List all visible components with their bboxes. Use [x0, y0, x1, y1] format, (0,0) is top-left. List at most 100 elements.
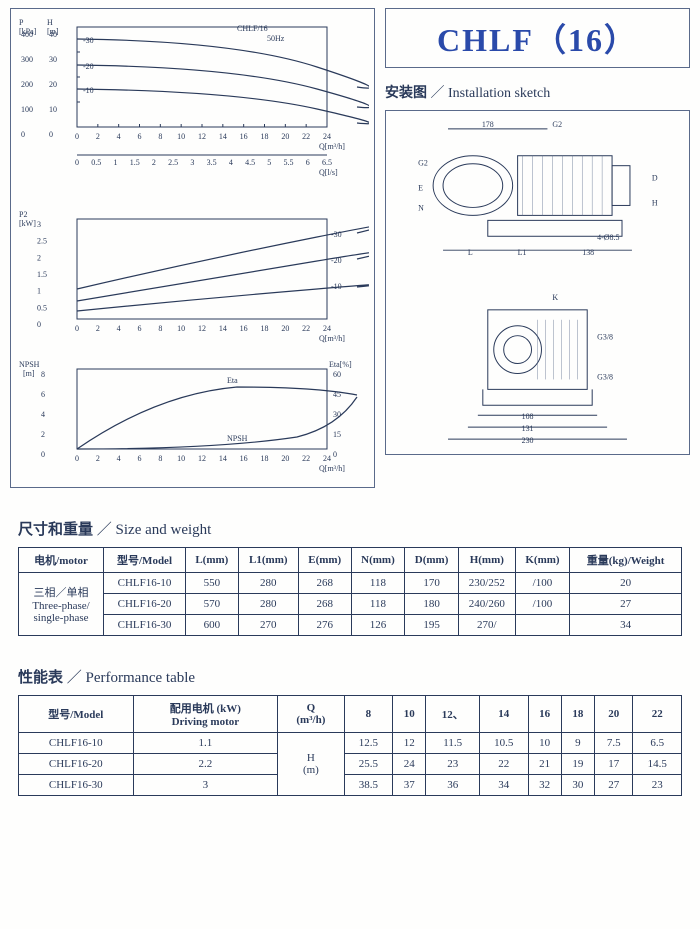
title-box: CHLF（16）: [385, 8, 690, 68]
svg-text:0: 0: [41, 450, 45, 459]
svg-text:Q[l/s]: Q[l/s]: [319, 168, 338, 177]
size-heading: 尺寸和重量 ／ Size and weight: [18, 518, 682, 539]
svg-text:400: 400: [21, 30, 33, 39]
svg-text:Q[m³/h]: Q[m³/h]: [319, 464, 345, 473]
svg-text:10: 10: [49, 105, 57, 114]
svg-text:22: 22: [302, 324, 310, 333]
svg-text:H: H: [652, 198, 658, 207]
svg-text:18: 18: [261, 454, 269, 463]
svg-text:-30: -30: [83, 36, 94, 45]
svg-text:1.5: 1.5: [130, 158, 140, 167]
svg-text:6: 6: [41, 390, 45, 399]
svg-text:22: 22: [302, 132, 310, 141]
svg-text:131: 131: [522, 424, 534, 433]
svg-text:3: 3: [37, 220, 41, 229]
top-row: P[kPa]H[m]400300200100040302010002468101…: [0, 0, 700, 488]
svg-text:4.5: 4.5: [245, 158, 255, 167]
svg-text:18: 18: [261, 132, 269, 141]
table-row: CHLF16-30338.537363432302723: [19, 775, 682, 796]
perf-table: 型号/Model配用电机 (kW)Driving motorQ(m³/h)810…: [18, 695, 682, 796]
svg-text:NPSH: NPSH: [19, 360, 40, 369]
table-header: H(mm): [458, 548, 515, 573]
install-sketch-box: 178G2G2ENDHLL11384-Ø8.5KG3/8G3/810813123…: [385, 110, 690, 455]
size-heading-en: Size and weight: [116, 522, 212, 538]
table-header: N(mm): [351, 548, 405, 573]
svg-text:P2: P2: [19, 210, 27, 219]
svg-text:Eta[%]: Eta[%]: [329, 360, 352, 369]
svg-text:4: 4: [117, 324, 121, 333]
svg-text:20: 20: [281, 454, 289, 463]
table-header: K(mm): [515, 548, 569, 573]
table-header: 型号/Model: [104, 548, 186, 573]
svg-text:Q[m³/h]: Q[m³/h]: [319, 334, 345, 343]
svg-text:-20: -20: [83, 62, 94, 71]
svg-text:60: 60: [333, 370, 341, 379]
perf-heading-en: Performance table: [86, 670, 196, 686]
svg-text:L: L: [468, 248, 473, 257]
svg-text:50Hz: 50Hz: [267, 34, 285, 43]
svg-text:-10: -10: [331, 282, 342, 291]
svg-text:20: 20: [49, 80, 57, 89]
svg-text:G2: G2: [552, 120, 562, 129]
install-heading-cn: 安装图: [385, 86, 427, 101]
svg-text:2: 2: [37, 253, 41, 262]
svg-text:6: 6: [138, 454, 142, 463]
install-sketch: 178G2G2ENDHLL11384-Ø8.5KG3/8G3/810813123…: [386, 111, 689, 454]
svg-text:6: 6: [138, 324, 142, 333]
svg-text:8: 8: [158, 454, 162, 463]
svg-text:D: D: [652, 174, 658, 183]
svg-text:2: 2: [41, 430, 45, 439]
svg-text:2: 2: [96, 132, 100, 141]
charts-panel: P[kPa]H[m]400300200100040302010002468101…: [10, 8, 375, 488]
svg-text:15: 15: [333, 430, 341, 439]
svg-text:H: H: [47, 18, 53, 27]
svg-text:22: 22: [302, 454, 310, 463]
svg-text:14: 14: [219, 454, 227, 463]
svg-text:18: 18: [261, 324, 269, 333]
table-row: 三相／单相Three-phase/single-phaseCHLF16-1055…: [19, 573, 682, 594]
svg-text:200: 200: [21, 80, 33, 89]
svg-text:K: K: [552, 293, 558, 302]
svg-text:2.5: 2.5: [37, 237, 47, 246]
svg-text:300: 300: [21, 55, 33, 64]
table-header: 电机/motor: [19, 548, 104, 573]
install-heading: 安装图 ／ Installation sketch: [385, 82, 690, 102]
table-row: CHLF16-30600270276126195270/34: [19, 615, 682, 636]
svg-text:0.5: 0.5: [91, 158, 101, 167]
svg-text:24: 24: [323, 454, 331, 463]
svg-text:100: 100: [21, 105, 33, 114]
svg-text:G2: G2: [418, 159, 428, 168]
svg-text:1: 1: [37, 287, 41, 296]
svg-text:108: 108: [522, 412, 534, 421]
svg-text:12: 12: [198, 132, 206, 141]
perf-heading-cn: 性能表: [18, 670, 63, 686]
table-header: 重量(kg)/Weight: [570, 548, 682, 573]
svg-text:24: 24: [323, 132, 331, 141]
svg-text:0: 0: [333, 450, 337, 459]
svg-text:8: 8: [158, 324, 162, 333]
chart-power: P2[kW]32.521.510.50024681012141618202224…: [17, 209, 369, 349]
svg-text:16: 16: [240, 324, 248, 333]
svg-text:6.5: 6.5: [322, 158, 332, 167]
svg-text:E: E: [418, 184, 423, 193]
table-row: CHLF16-202.225.524232221191714.5: [19, 754, 682, 775]
svg-text:1: 1: [113, 158, 117, 167]
svg-text:4: 4: [41, 410, 45, 419]
install-heading-en: Installation sketch: [448, 86, 550, 101]
svg-text:16: 16: [240, 454, 248, 463]
svg-text:40: 40: [49, 30, 57, 39]
svg-text:20: 20: [281, 132, 289, 141]
svg-text:4-Ø8.5: 4-Ø8.5: [597, 233, 619, 242]
svg-text:4: 4: [117, 132, 121, 141]
svg-text:N: N: [418, 203, 424, 212]
table-header: E(mm): [298, 548, 351, 573]
svg-text:12: 12: [198, 454, 206, 463]
svg-text:0.5: 0.5: [37, 303, 47, 312]
svg-text:14: 14: [219, 324, 227, 333]
svg-text:0: 0: [75, 454, 79, 463]
svg-text:L1: L1: [518, 248, 527, 257]
svg-text:20: 20: [281, 324, 289, 333]
svg-text:24: 24: [323, 324, 331, 333]
svg-text:2: 2: [96, 454, 100, 463]
svg-text:NPSH: NPSH: [227, 434, 248, 443]
